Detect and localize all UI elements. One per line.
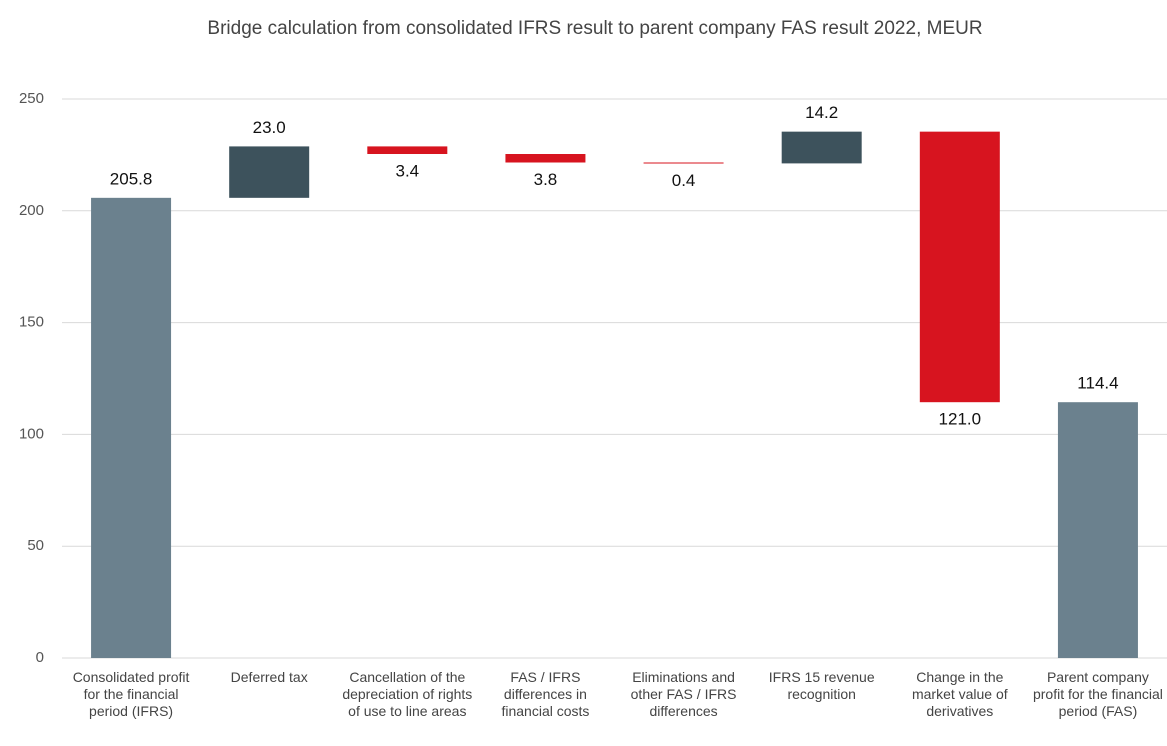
x-tick-label: Deferred tax <box>230 669 308 685</box>
bar <box>643 162 724 164</box>
x-tick-label: Cancellation of the depreciation of righ… <box>342 669 473 719</box>
value-label: 14.2 <box>805 103 838 122</box>
y-tick-label: 250 <box>19 90 44 107</box>
x-tick-label: Eliminations and other FAS / IFRS differ… <box>630 669 737 719</box>
x-tick-label: Parent company profit for the financial … <box>1032 669 1163 719</box>
x-tick-label: Consolidated profit for the financial pe… <box>72 669 190 719</box>
x-tick-label: IFRS 15 revenue recognition <box>768 669 875 702</box>
bar <box>229 146 310 198</box>
value-label: 23.0 <box>253 118 286 137</box>
x-tick-label: Change in the market value of derivative… <box>911 669 1008 719</box>
bar <box>919 131 1000 403</box>
y-tick-label: 0 <box>36 649 44 666</box>
value-label: 114.4 <box>1077 374 1118 393</box>
value-label: 3.4 <box>395 161 419 180</box>
bar <box>1057 402 1138 658</box>
y-tick-label: 200 <box>19 202 44 219</box>
bar <box>91 197 172 658</box>
value-label: 205.8 <box>110 169 153 188</box>
y-tick-label: 100 <box>19 425 44 442</box>
chart-title: Bridge calculation from consolidated IFR… <box>207 18 983 39</box>
x-tick-label: FAS / IFRS differences in financial cost… <box>501 669 590 719</box>
value-label: 3.8 <box>534 170 558 189</box>
y-tick-label: 150 <box>19 314 44 331</box>
bar <box>781 131 862 164</box>
bar <box>505 154 586 163</box>
y-tick-label: 50 <box>27 537 44 554</box>
value-label: 121.0 <box>939 410 982 429</box>
value-label: 0.4 <box>672 171 696 190</box>
bar <box>367 146 448 155</box>
